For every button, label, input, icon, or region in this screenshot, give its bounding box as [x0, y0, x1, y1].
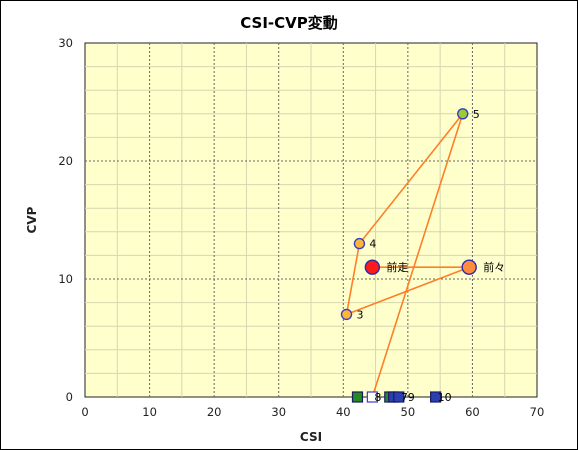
- y-axis-label: CVP: [25, 206, 39, 233]
- square-point-label: 8: [374, 391, 381, 404]
- trajectory-lines: [345, 113, 470, 398]
- x-tick-label: 60: [465, 405, 480, 419]
- x-tick-label: 0: [81, 405, 88, 419]
- point-labels: 8 79 10 5 4 3 前走 前々: [357, 108, 506, 404]
- circle-marker: [340, 308, 353, 321]
- square-marker: [351, 391, 364, 403]
- chart-title: CSI-CVP変動: [240, 14, 338, 32]
- x-tick-label: 20: [207, 405, 222, 419]
- square-marker: [366, 391, 378, 403]
- trajectory-line: [345, 113, 470, 398]
- circle-point-label: 5: [473, 108, 480, 121]
- square-point-label: 10: [438, 391, 452, 404]
- tick-labels: 0 10 20 30 40 50 60 70 0 10 20 30: [58, 36, 544, 419]
- circle-marker: [457, 108, 469, 120]
- x-tick-label: 10: [142, 405, 157, 419]
- x-tick-label: 50: [401, 405, 416, 419]
- y-tick-label: 30: [58, 36, 73, 50]
- x-tick-label: 30: [271, 405, 286, 419]
- x-axis-label: CSI: [300, 430, 322, 444]
- circle-point-label: 3: [357, 308, 364, 321]
- circle-marker: [461, 259, 477, 275]
- circle-point-label: 前走: [386, 260, 408, 274]
- y-tick-label: 0: [66, 390, 73, 404]
- grid-lines: [85, 43, 537, 397]
- square-marker: [430, 391, 442, 403]
- circle-marker: [364, 259, 381, 275]
- circle-point-label: 前々: [483, 260, 505, 274]
- y-tick-label: 20: [58, 154, 73, 168]
- circle-marker: [353, 237, 366, 250]
- x-tick-label: 70: [530, 405, 545, 419]
- square-point-label: 79: [401, 391, 415, 404]
- circle-point-label: 4: [369, 238, 376, 251]
- y-tick-label: 10: [58, 272, 73, 286]
- x-tick-label: 40: [336, 405, 351, 419]
- square-marker: [393, 391, 405, 403]
- data-markers: [340, 108, 477, 403]
